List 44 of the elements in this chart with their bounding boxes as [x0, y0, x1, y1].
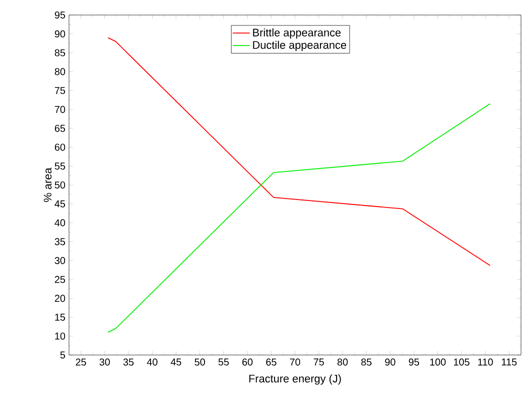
x-tick-label: 110 — [478, 358, 493, 366]
y-tick-label: 75 — [54, 87, 66, 94]
line-series — [108, 103, 491, 333]
x-tick-label: 85 — [361, 358, 372, 366]
y-tick-label: 40 — [54, 219, 66, 226]
y-tick-label: 35 — [54, 238, 66, 246]
x-tick-label: 115 — [502, 358, 517, 366]
x-axis-title: Fracture energy (J) — [249, 374, 341, 385]
y-tick-label: 25 — [54, 276, 66, 283]
legend-label: Ductile appearance — [253, 40, 346, 52]
x-tick-label: 45 — [170, 358, 182, 366]
y-tick-label: 5 — [60, 352, 66, 358]
x-tick-label: 105 — [454, 358, 470, 366]
x-tick-label: 25 — [76, 358, 86, 366]
x-tick-label: 75 — [314, 358, 324, 366]
x-tick-label: 100 — [430, 358, 446, 366]
x-tick-label: 30 — [100, 358, 110, 366]
y-tick-label: 80 — [54, 68, 66, 76]
y-tick-label: 20 — [54, 294, 66, 302]
y-tick-label: 15 — [55, 314, 66, 321]
y-tick-label: 10 — [55, 332, 66, 340]
y-tick-label: 90 — [54, 30, 66, 38]
line-series — [108, 37, 491, 266]
x-tick-label: 40 — [146, 358, 158, 366]
y-tick-label: 45 — [54, 200, 66, 208]
x-tick-label: 70 — [290, 358, 300, 366]
legend-label: Brittle appearance — [253, 28, 341, 39]
x-tick-label: 65 — [266, 358, 276, 366]
y-tick-label: 50 — [54, 181, 66, 189]
y-tick-label: 65 — [54, 124, 66, 132]
x-tick-label: 60 — [242, 358, 253, 366]
y-tick-label: 85 — [54, 49, 66, 56]
y-tick-label: 70 — [54, 106, 66, 113]
y-axis-title: % area — [44, 168, 52, 202]
x-tick-label: 95 — [408, 358, 420, 366]
x-tick-label: 35 — [123, 358, 134, 366]
y-tick-label: 95 — [54, 11, 66, 19]
y-tick-label: 55 — [54, 162, 66, 170]
x-tick-label: 90 — [385, 358, 396, 366]
x-tick-label: 80 — [337, 358, 348, 366]
x-tick-label: 55 — [218, 358, 229, 366]
y-tick-label: 30 — [54, 257, 66, 264]
x-tick-label: 50 — [194, 358, 205, 366]
y-tick-label: 60 — [54, 144, 66, 151]
